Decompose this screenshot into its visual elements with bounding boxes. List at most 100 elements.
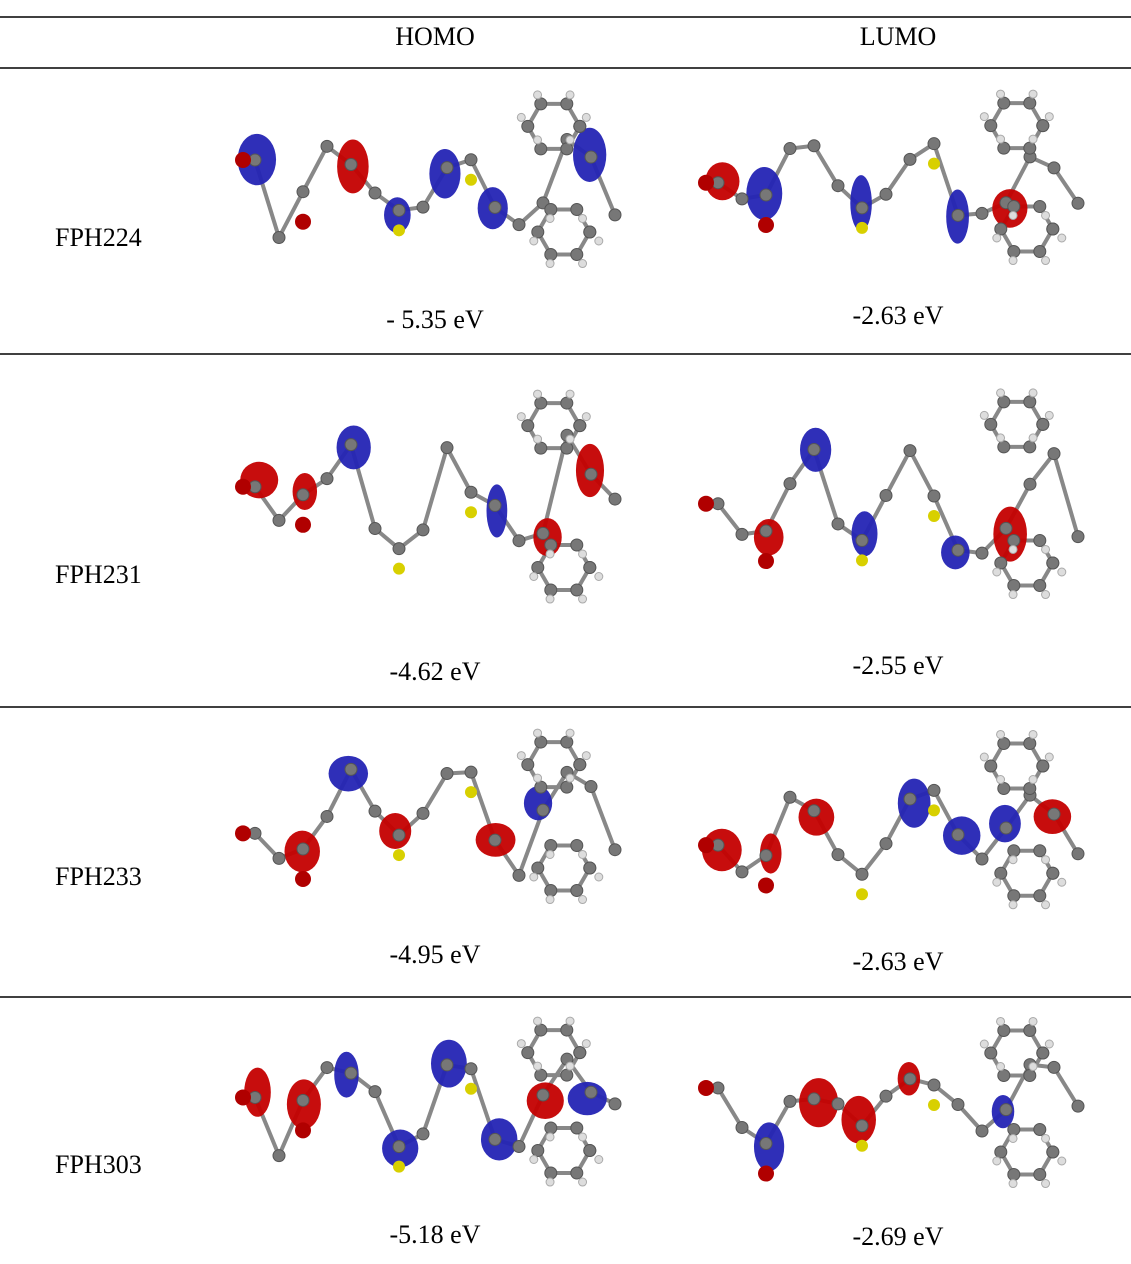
hydrogen (1041, 544, 1051, 554)
atom (392, 203, 406, 217)
atom (994, 866, 1008, 880)
atom (544, 248, 558, 262)
atom (544, 202, 558, 216)
hydrogen (533, 135, 543, 145)
atom (512, 1140, 526, 1154)
hydrogen (979, 410, 989, 420)
sulfur (856, 221, 868, 234)
atom (1071, 196, 1085, 210)
hydrogen (1008, 256, 1018, 266)
atom (759, 1137, 773, 1151)
orbital-lobe (851, 511, 878, 557)
atom (560, 780, 574, 794)
atom (416, 523, 430, 537)
atom (903, 444, 917, 458)
atom (1007, 245, 1021, 259)
atom (994, 222, 1008, 236)
atom (534, 97, 548, 111)
hydrogen (578, 1177, 588, 1187)
hydrogen (565, 135, 575, 145)
atom (927, 783, 941, 797)
atom (1046, 1145, 1060, 1159)
hydrogen (545, 594, 555, 604)
heteroatom (235, 152, 251, 169)
atom (807, 804, 821, 818)
hydrogen (996, 1062, 1006, 1072)
atom (440, 766, 454, 780)
atom (783, 142, 797, 156)
atom (573, 758, 587, 772)
row-label: FPH231 (55, 560, 142, 589)
atom (997, 1023, 1011, 1037)
sulfur (465, 173, 477, 186)
hydrogen (1028, 89, 1038, 99)
heteroatom (758, 553, 774, 570)
atom (296, 488, 310, 502)
atom (759, 188, 773, 202)
hydrogen (1041, 900, 1051, 910)
hydrogen (979, 1039, 989, 1049)
hydrogen (594, 236, 604, 246)
sulfur (928, 1098, 940, 1111)
atom (1071, 530, 1085, 544)
row-label: FPH233 (55, 862, 142, 891)
hydrogen (992, 567, 1002, 577)
atom (534, 735, 548, 749)
atom (807, 139, 821, 153)
hydrogen (529, 236, 539, 246)
bond (716, 1086, 744, 1129)
atom (735, 1121, 749, 1135)
atom (344, 1066, 358, 1080)
atom (392, 828, 406, 842)
atom (1033, 199, 1047, 213)
atom (879, 488, 893, 502)
atom (573, 419, 587, 433)
atom (975, 852, 989, 866)
hydrogen (565, 90, 575, 100)
atom (583, 861, 597, 875)
sulfur (465, 506, 477, 519)
hydrogen (992, 233, 1002, 243)
atom (1023, 1023, 1037, 1037)
atom (879, 837, 893, 851)
atom (984, 119, 998, 133)
atom (296, 842, 310, 856)
atom (440, 1058, 454, 1072)
atom (1036, 417, 1050, 431)
atom (344, 762, 358, 776)
hydrogen (545, 1177, 555, 1187)
atom (1036, 1046, 1050, 1060)
hydrogen (545, 213, 555, 223)
atom (1033, 579, 1047, 593)
bond (1052, 453, 1080, 538)
atom (855, 533, 869, 547)
atom (1007, 1122, 1021, 1136)
hydrogen (1057, 877, 1067, 887)
bond (589, 785, 617, 851)
hydrogen (545, 849, 555, 859)
atom (783, 790, 797, 804)
hydrogen (545, 549, 555, 559)
heteroatom (698, 174, 714, 191)
atom (1023, 477, 1037, 491)
atom (903, 1072, 917, 1086)
atom (1036, 119, 1050, 133)
hydrogen (581, 751, 591, 761)
hydrogen (545, 1132, 555, 1142)
bond (1052, 1066, 1080, 1108)
atom (1023, 736, 1037, 750)
hydrogen (1028, 775, 1038, 785)
atom (272, 1149, 286, 1163)
hydrogen (529, 872, 539, 882)
atom (997, 736, 1011, 750)
atom (544, 1166, 558, 1180)
atom (759, 524, 773, 538)
atom (392, 542, 406, 556)
atom (1023, 141, 1037, 155)
atom (831, 848, 845, 862)
orbital-lobe (753, 519, 784, 556)
atom (1007, 1168, 1021, 1182)
atom (536, 803, 550, 817)
atom (584, 150, 598, 164)
orbital-energy: -5.18 eV (389, 1220, 481, 1249)
